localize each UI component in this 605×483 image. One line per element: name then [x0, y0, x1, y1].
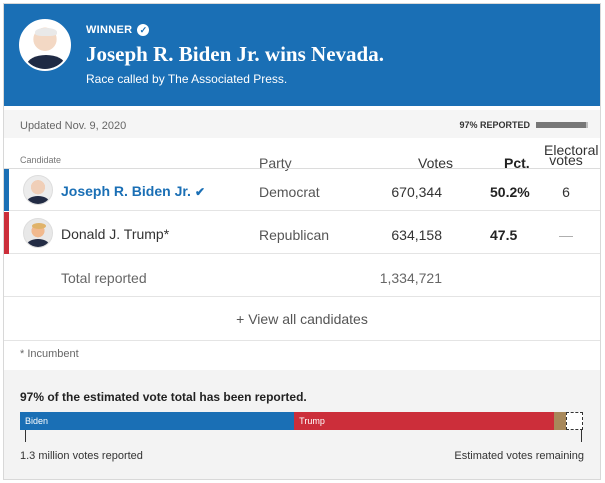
table-row: Joseph R. Biden Jr. ✔ Democrat 670,344 50…: [4, 169, 600, 211]
headline: Joseph R. Biden Jr. wins Nevada.: [86, 42, 384, 66]
reported-indicator: 97% REPORTED: [459, 120, 588, 130]
remaining-tick: [581, 430, 582, 442]
candidate-name: Donald J. Trump*: [61, 226, 170, 242]
candidate-party: Republican: [259, 227, 330, 243]
winner-label: WINNER: [86, 24, 133, 36]
trump-avatar: [23, 218, 53, 248]
updated-timestamp: Updated Nov. 9, 2020: [20, 120, 127, 132]
votes-remaining-label: Estimated votes remaining: [454, 450, 584, 462]
race-called-text: Race called by The Associated Press.: [86, 72, 288, 86]
reported-label: 97% REPORTED: [459, 120, 530, 130]
results-card: WINNER ✓ Joseph R. Biden Jr. wins Nevada…: [3, 3, 601, 480]
candidate-party: Democrat: [259, 184, 320, 200]
candidate-votes: 670,344: [391, 184, 442, 200]
winner-banner: WINNER ✓ Joseph R. Biden Jr. wins Nevada…: [4, 4, 600, 106]
candidate-name: Joseph R. Biden Jr. ✔: [61, 183, 205, 199]
bar-segment-other: [553, 412, 567, 430]
candidate-votes: 634,158: [391, 227, 442, 243]
candidate-pct: 47.5: [490, 227, 518, 243]
votes-reported-label: 1.3 million votes reported: [20, 450, 143, 462]
candidate-electoral-votes: —: [559, 227, 573, 243]
bar-segment-trump: Trump: [294, 412, 554, 430]
view-all-candidates-button[interactable]: + View all candidates: [4, 297, 600, 341]
header-divider: [4, 168, 600, 169]
column-party: Party: [259, 155, 292, 171]
vote-share-bar: Biden Trump: [20, 412, 583, 430]
bar-segment-biden: Biden: [20, 412, 295, 430]
reported-tick: [25, 430, 26, 442]
estimate-panel: 97% of the estimated vote total has been…: [4, 370, 600, 479]
reported-progress-track: [536, 122, 588, 128]
meta-bar: Updated Nov. 9, 2020 97% REPORTED: [4, 110, 600, 138]
estimate-title: 97% of the estimated vote total has been…: [20, 390, 307, 404]
party-color-stripe: [4, 169, 9, 211]
total-votes: 1,334,721: [379, 270, 442, 286]
biden-avatar: [23, 175, 53, 205]
party-color-stripe: [4, 212, 9, 254]
column-votes: Votes: [418, 155, 454, 171]
column-pct: Pct.: [504, 155, 530, 171]
incumbent-footnote: * Incumbent: [20, 348, 79, 360]
biden-avatar-large: [19, 19, 71, 71]
bar-segment-remaining: [566, 412, 583, 430]
column-electoral-votes: Electoral votes: [544, 142, 599, 168]
winner-row: WINNER ✓: [86, 24, 150, 36]
candidate-pct: 50.2%: [490, 184, 530, 200]
reported-progress-fill: [536, 122, 587, 128]
candidate-electoral-votes: 6: [562, 184, 570, 200]
total-row: Total reported 1,334,721: [4, 255, 600, 297]
total-label: Total reported: [61, 270, 147, 286]
column-candidate: Candidate: [20, 155, 62, 165]
table-row: Donald J. Trump* Republican 634,158 47.5…: [4, 212, 600, 254]
check-circle-icon: ✓: [137, 24, 150, 36]
checkmark-icon: ✔: [194, 185, 205, 199]
